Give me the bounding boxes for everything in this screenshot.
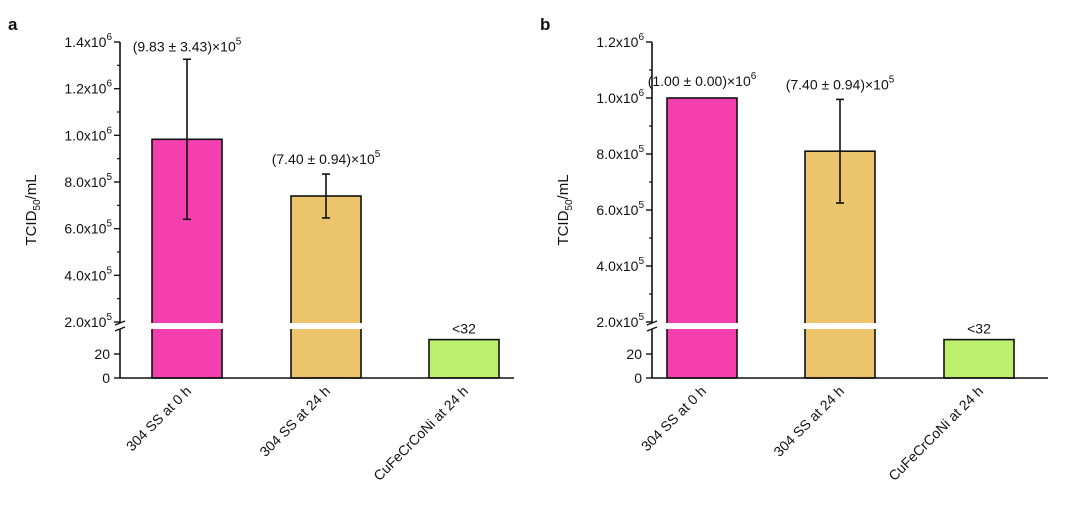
panel-a-upper-tick-exp-6: 6 bbox=[106, 32, 112, 43]
panel-a-upper-tick-base-4: 1.0x10 bbox=[64, 127, 106, 143]
panel-a-data-label-exp-1: 5 bbox=[236, 36, 242, 47]
panel-a-data-label-3: <32 bbox=[452, 321, 476, 337]
panel-b-upper-tick-exp-1: 5 bbox=[638, 256, 644, 267]
panel-b-upper-tick-base-4: 1.0x10 bbox=[596, 90, 638, 106]
panel-a-letter: a bbox=[8, 15, 18, 34]
panel-a-break-mark-upper bbox=[114, 320, 126, 326]
panel-a-data-label-text-3: <32 bbox=[452, 321, 476, 337]
panel-b-axis-break-band bbox=[646, 323, 1042, 329]
panel-b-data-label-exp-1: 6 bbox=[751, 71, 757, 82]
panel-a-upper-tick-label-6: 1.4x106 bbox=[64, 32, 112, 50]
panel-b-category-label-1: 304 SS at 0 h bbox=[638, 383, 709, 454]
panel-a-chart: a 0202.0x1054.0x1056.0x1058.0x1051.0x106… bbox=[8, 15, 514, 484]
panel-b-data-label-exp-2: 5 bbox=[889, 74, 895, 85]
panel-b-data-label-text-1: (1.00 ± 0.00)×10 bbox=[648, 73, 751, 89]
panel-a-data-label-2: (7.40 ± 0.94)×105 bbox=[272, 149, 381, 167]
panel-a-data-label-1: (9.83 ± 3.43)×105 bbox=[133, 36, 242, 54]
panel-a-bar-3 bbox=[428, 338, 500, 379]
panel-a-upper-tick-label-1: 4.0x105 bbox=[64, 265, 112, 283]
panel-a-upper-tick-exp-5: 6 bbox=[106, 79, 112, 90]
panel-b-upper-tick-exp-5: 6 bbox=[638, 32, 644, 43]
panel-b-data-label-3: <32 bbox=[967, 321, 991, 337]
panel-a-data-label-exp-2: 5 bbox=[375, 149, 381, 160]
panel-b-bar-3 bbox=[943, 338, 1015, 379]
panel-a-y-axis-title-tail: /mL bbox=[23, 174, 40, 199]
panel-b-data-label-text-3: <32 bbox=[967, 321, 991, 337]
panel-a-upper-tick-base-0: 2.0x10 bbox=[64, 314, 106, 330]
panel-b-upper-tick-exp-0: 5 bbox=[638, 312, 644, 323]
panel-a-category-label-2: 304 SS at 24 h bbox=[256, 383, 333, 460]
panel-a-upper-tick-label-3: 8.0x105 bbox=[64, 172, 112, 190]
panel-b-letter: b bbox=[540, 15, 550, 34]
panel-b-break-mark-upper bbox=[646, 320, 658, 326]
panel-a-break-mark-lower bbox=[114, 326, 126, 332]
panel-b-data-label-2: (7.40 ± 0.94)×105 bbox=[786, 74, 895, 92]
panel-a-upper-tick-label-4: 1.0x106 bbox=[64, 125, 112, 143]
panel-a-upper-tick-base-3: 8.0x10 bbox=[64, 174, 106, 190]
panel-b-upper-tick-label-5: 1.2x106 bbox=[596, 32, 644, 50]
panel-b-y-axis-title: TCID50/mL bbox=[555, 174, 575, 245]
panel-a-upper-tick-base-6: 1.4x10 bbox=[64, 34, 106, 50]
panel-a-upper-tick-base-1: 4.0x10 bbox=[64, 267, 106, 283]
panel-b-upper-tick-exp-3: 5 bbox=[638, 144, 644, 155]
panel-b-upper-tick-base-2: 6.0x10 bbox=[596, 202, 638, 218]
panel-a-y-axis-title: TCID50/mL bbox=[23, 174, 43, 245]
panel-b-upper-tick-base-5: 1.2x10 bbox=[596, 34, 638, 50]
panel-b-upper-tick-label-4: 1.0x106 bbox=[596, 88, 644, 106]
panel-b-data-label-1: (1.00 ± 0.00)×106 bbox=[648, 71, 757, 89]
panel-a-category-label-1: 304 SS at 0 h bbox=[123, 383, 194, 454]
panel-a-upper-tick-exp-2: 5 bbox=[106, 219, 112, 230]
panel-a-y-axis-title-sub: 50 bbox=[32, 199, 43, 211]
panel-b-upper-tick-label-3: 8.0x105 bbox=[596, 144, 644, 162]
panel-b-y-axis-title-main: TCID bbox=[555, 210, 572, 245]
panel-b-category-label-2: 304 SS at 24 h bbox=[770, 383, 847, 460]
panel-a-category-label-3: CuFeCrCoNi at 24 h bbox=[370, 383, 471, 484]
panel-b-upper-tick-label-0: 2.0x105 bbox=[596, 312, 644, 330]
panel-a-upper-tick-base-2: 6.0x10 bbox=[64, 221, 106, 237]
panel-a-upper-tick-exp-3: 5 bbox=[106, 172, 112, 183]
panel-a-data-label-text-1: (9.83 ± 3.43)×10 bbox=[133, 38, 236, 54]
panel-a-lower-tick-label-0: 0 bbox=[102, 370, 110, 386]
panel-a-axis-break-band bbox=[114, 323, 508, 329]
panel-b-upper-tick-exp-2: 5 bbox=[638, 200, 644, 211]
panel-a-data-label-text-2: (7.40 ± 0.94)×10 bbox=[272, 151, 375, 167]
panel-b-chart: b 0202.0x1054.0x1056.0x1058.0x1051.0x106… bbox=[540, 15, 1048, 484]
panel-b-bar-1 bbox=[666, 97, 738, 379]
panel-b-data-label-text-2: (7.40 ± 0.94)×10 bbox=[786, 76, 889, 92]
panel-b-upper-tick-exp-4: 6 bbox=[638, 88, 644, 99]
panel-b-lower-tick-label-0: 0 bbox=[634, 370, 642, 386]
panel-b-y-axis-title-tail: /mL bbox=[555, 174, 572, 199]
panel-a-upper-tick-exp-1: 5 bbox=[106, 265, 112, 276]
panel-a-upper-tick-label-5: 1.2x106 bbox=[64, 79, 112, 97]
panel-a-upper-tick-label-0: 2.0x105 bbox=[64, 312, 112, 330]
panel-b-upper-tick-label-1: 4.0x105 bbox=[596, 256, 644, 274]
panel-b-break-mark-lower bbox=[646, 326, 658, 332]
panel-a-upper-tick-exp-0: 5 bbox=[106, 312, 112, 323]
panel-a-bar-2 bbox=[290, 195, 362, 379]
panel-a-lower-tick-label-1: 20 bbox=[94, 346, 110, 362]
panel-b-lower-tick-label-1: 20 bbox=[626, 346, 642, 362]
panel-b-category-label-3: CuFeCrCoNi at 24 h bbox=[885, 383, 986, 484]
panel-b-upper-tick-base-1: 4.0x10 bbox=[596, 258, 638, 274]
panel-b-y-axis-title-sub: 50 bbox=[564, 199, 575, 211]
panel-a-upper-tick-exp-4: 6 bbox=[106, 125, 112, 136]
panel-a-y-axis-title-main: TCID bbox=[23, 210, 40, 245]
panel-b-upper-tick-label-2: 6.0x105 bbox=[596, 200, 644, 218]
panel-b-upper-tick-base-3: 8.0x10 bbox=[596, 146, 638, 162]
panel-b-upper-tick-base-0: 2.0x10 bbox=[596, 314, 638, 330]
panel-a-upper-tick-label-2: 6.0x105 bbox=[64, 219, 112, 237]
panel-a-upper-tick-base-5: 1.2x10 bbox=[64, 81, 106, 97]
